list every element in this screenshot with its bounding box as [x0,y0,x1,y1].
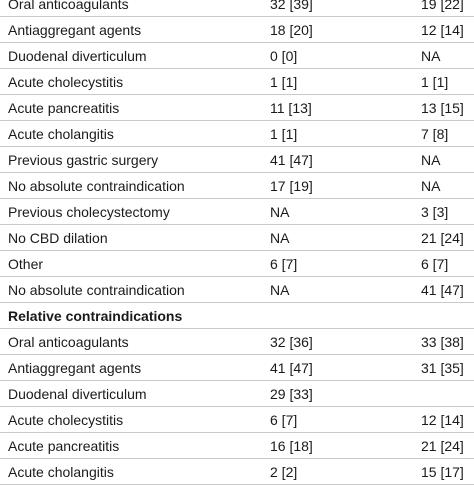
table-row: Duodenal diverticulum 0 [0] NA [0,43,474,69]
value-group-b: 6 [7] [421,256,449,272]
row-label: Oral anticoagulants [8,0,129,12]
value-group-b: 12 [14] [421,412,464,428]
value-group-b: 33 [38] [421,334,464,350]
value-group-b: NA [421,178,441,194]
value-group-a: 41 [47] [270,152,313,168]
value-group-b: 41 [47] [421,282,464,298]
row-label: Duodenal diverticulum [8,48,147,64]
value-group-a: NA [270,282,290,298]
value-group-a: 16 [18] [270,438,313,454]
table-row: No absolute contraindication 17 [19] NA [0,173,474,199]
table-row: No CBD dilation NA 21 [24] [0,225,474,251]
row-label: Acute cholangitis [8,464,114,480]
row-label: Acute pancreatitis [8,438,120,454]
value-group-b: 15 [17] [421,464,464,480]
row-label: Other [8,256,44,272]
value-group-b: 21 [24] [421,230,464,246]
value-group-b: 19 [22] [421,0,464,12]
value-group-a: 6 [7] [270,256,298,272]
value-group-a: 18 [20] [270,22,313,38]
row-label: Oral anticoagulants [8,334,129,350]
value-group-a: 32 [39] [270,0,313,12]
value-group-a: 41 [47] [270,360,313,376]
value-group-a: NA [270,204,290,220]
value-group-a: 6 [7] [270,412,298,428]
table-row: Acute cholangitis 1 [1] 7 [8] [0,121,474,147]
value-group-b: 21 [24] [421,438,464,454]
table-row: No absolute contraindication NA 41 [47] [0,277,474,303]
table-row: Acute pancreatitis 16 [18] 21 [24] [0,433,474,459]
row-label: Acute cholecystitis [8,412,124,428]
table-row: Antiaggregant agents 18 [20] 12 [14] [0,17,474,43]
table-row: Acute cholangitis 2 [2] 15 [17] [0,459,474,485]
table-row: Duodenal diverticulum 29 [33] [0,381,474,407]
value-group-b: 31 [35] [421,360,464,376]
table-row: Oral anticoagulants 32 [36] 33 [38] [0,329,474,355]
row-label: No absolute contraindication [8,282,185,298]
value-group-a: 1 [1] [270,126,298,142]
value-group-b: 12 [14] [421,22,464,38]
row-label: Acute cholangitis [8,126,114,142]
value-group-b: 3 [3] [421,204,449,220]
value-group-a: 1 [1] [270,74,298,90]
table-row: Antiaggregant agents 41 [47] 31 [35] [0,355,474,381]
row-label: Antiaggregant agents [8,360,142,376]
row-label: Duodenal diverticulum [8,386,147,402]
row-label: Acute pancreatitis [8,100,120,116]
table-row: Other 6 [7] 6 [7] [0,251,474,277]
value-group-a: 11 [13] [270,100,312,116]
value-group-a: 2 [2] [270,464,298,480]
value-group-a: 17 [19] [270,178,313,194]
value-group-b: NA [421,48,441,64]
section-title: Relative contraindications [8,308,183,324]
value-group-b: 1 [1] [421,74,449,90]
table-row: Acute cholecystitis 1 [1] 1 [1] [0,69,474,95]
table-row: Acute pancreatitis 11 [13] 13 [15] [0,95,474,121]
row-label: Acute cholecystitis [8,74,124,90]
section-header-row: Relative contraindications [0,303,474,329]
value-group-a: 0 [0] [270,48,298,64]
row-label: Antiaggregant agents [8,22,142,38]
row-label: No CBD dilation [8,230,108,246]
value-group-b: NA [421,152,441,168]
value-group-a: 29 [33] [270,386,313,402]
row-label: Previous gastric surgery [8,152,159,168]
table-row: Oral anticoagulants 32 [39] 19 [22] [0,0,474,17]
value-group-b: 7 [8] [421,126,449,142]
value-group-a: 32 [36] [270,334,313,350]
table-row: Previous gastric surgery 41 [47] NA [0,147,474,173]
row-label: Previous cholecystectomy [8,204,170,220]
value-group-a: NA [270,230,290,246]
table-row: Acute cholecystitis 6 [7] 12 [14] [0,407,474,433]
value-group-b: 13 [15] [421,100,464,116]
row-label: No absolute contraindication [8,178,185,194]
table-row: Previous cholecystectomy NA 3 [3] [0,199,474,225]
